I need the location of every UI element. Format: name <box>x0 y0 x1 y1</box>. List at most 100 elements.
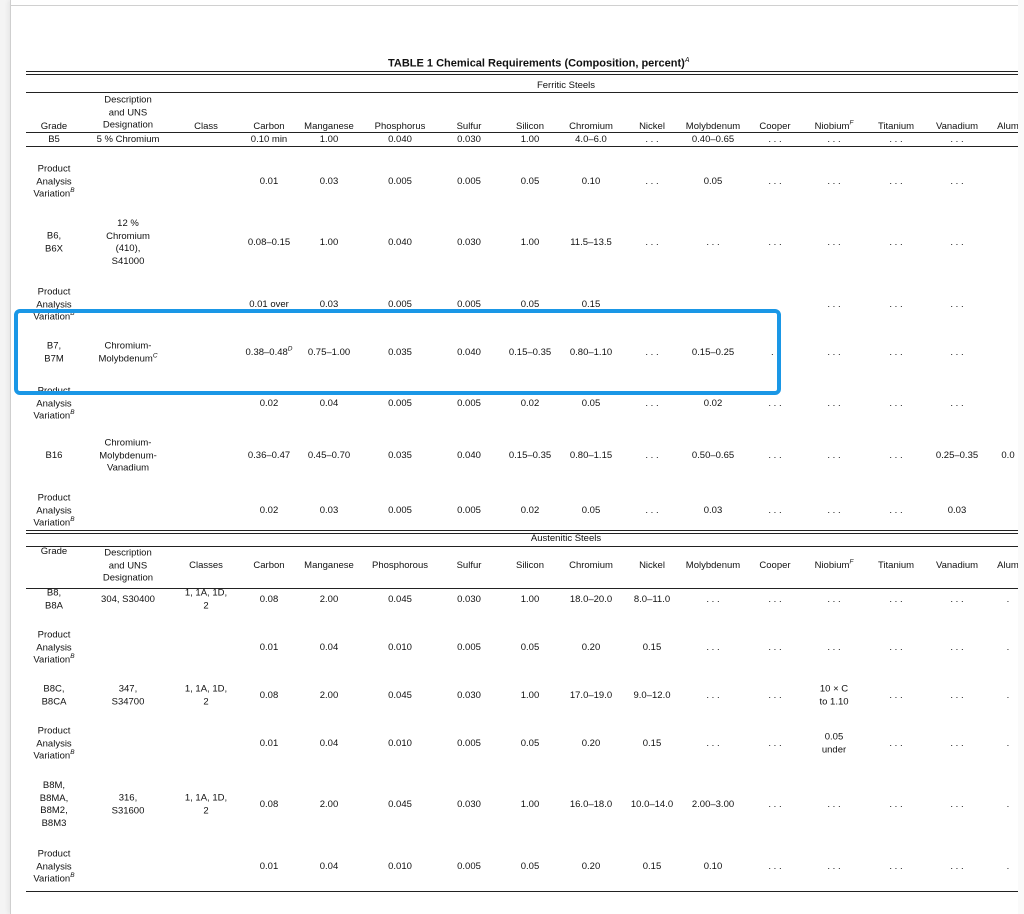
row-11-niobium: 0.05 under <box>822 732 846 757</box>
row-0-carbon-text: 0.10 min <box>250 133 288 145</box>
austenitic-header-rule <box>26 588 1024 589</box>
row-1-grade-text: Product Analysis Variation <box>33 163 72 200</box>
row-13-cooper: . . . <box>768 861 781 874</box>
row-5-grade-footnote: B <box>70 409 75 417</box>
row-1-molybdenum-text: 0.05 <box>703 175 723 187</box>
row-12-sulfur-text: 0.030 <box>457 798 481 810</box>
row-12-vanadium: . . . <box>950 799 963 812</box>
row-2-carbon-text: 0.08–0.15 <box>247 236 291 248</box>
row-0-description: 5 % Chromium <box>97 134 160 147</box>
row-0-niobium-text: . . . <box>827 133 841 145</box>
row-4-silicon-text: 0.15–0.35 <box>508 346 552 358</box>
row-11-nickel-text: 0.15 <box>642 737 662 749</box>
row-11-titanium: . . . <box>889 738 902 751</box>
row-6-aluminum: 0.0 <box>1001 450 1014 463</box>
row-7-carbon-text: 0.02 <box>259 504 279 516</box>
header-nickel-text: Nickel <box>639 120 665 132</box>
header-description: Description and UNS Designation <box>103 94 153 132</box>
table-title-text: TABLE 1 Chemical Requirements (Compositi… <box>388 57 685 70</box>
row-1-manganese: 0.03 <box>320 176 339 189</box>
aus-header-description-text: Description and UNS Designation <box>102 547 154 584</box>
header-rule <box>26 132 1024 133</box>
row-4-description-text: Chromium- Molybdenum <box>98 340 153 365</box>
row-5-silicon-text: 0.02 <box>520 397 540 409</box>
row-7-manganese: 0.03 <box>320 505 339 518</box>
row-13-phosphorus: 0.010 <box>388 861 412 874</box>
section-rule <box>26 530 1024 532</box>
row-11-aluminum: . <box>1007 738 1010 751</box>
row-11-phosphorus: 0.010 <box>388 738 412 751</box>
header-niobium-footnote: F <box>849 119 854 127</box>
header-description-text: Description and UNS Designation <box>102 94 154 131</box>
aus-header-vanadium: Vanadium <box>936 560 978 573</box>
row-6-titanium-text: . . . <box>889 449 903 461</box>
row-5-cooper: . . . <box>768 398 781 411</box>
row-2-description: 12 % Chromium (410), S41000 <box>106 218 150 268</box>
row-4-titanium: . . . <box>889 347 902 360</box>
aus-header-grade: Grade <box>41 546 67 559</box>
row-7-phosphorus: 0.005 <box>388 505 412 518</box>
row-0-nickel-text: . . . <box>645 133 659 145</box>
row-0-silicon-text: 1.00 <box>520 133 540 145</box>
row-6-carbon: 0.36–0.47 <box>248 450 290 463</box>
row-4-phosphorus-text: 0.035 <box>388 346 412 358</box>
row-6-phosphorus-text: 0.035 <box>388 449 412 461</box>
row-4-chromium: 0.80–1.10 <box>570 347 612 360</box>
row-4-carbon: 0.38–0.48D <box>246 346 293 360</box>
row-8-sulfur-text: 0.030 <box>457 593 481 605</box>
row-12-phosphorus: 0.045 <box>388 799 412 812</box>
row-13-niobium-text: . . . <box>827 860 841 872</box>
row-12-molybdenum: 2.00–3.00 <box>692 799 734 812</box>
title-rule-double <box>26 74 1024 76</box>
row-12-titanium: . . . <box>889 799 902 812</box>
row-2-phosphorus: 0.040 <box>388 237 412 250</box>
row-10-phosphorus-text: 0.045 <box>388 689 412 701</box>
row-7-silicon-text: 0.02 <box>520 504 540 516</box>
row-12-niobium: . . . <box>827 799 840 812</box>
row-4-description-footnote: C <box>152 351 158 359</box>
header-vanadium-text: Vanadium <box>935 120 979 132</box>
row-4-nickel: . . . <box>645 347 658 360</box>
row-11-grade: Product Analysis VariationB <box>33 725 74 763</box>
body-top-rule <box>26 146 1024 147</box>
row-13-manganese: 0.04 <box>320 861 339 874</box>
row-4-sulfur: 0.040 <box>457 347 481 360</box>
row-1-cooper: . . . <box>768 176 781 189</box>
row-1-grade: Product Analysis VariationB <box>33 163 74 201</box>
row-13-carbon-text: 0.01 <box>259 860 279 872</box>
row-12-description-text: 316, S31600 <box>111 792 145 817</box>
row-12-titanium-text: . . . <box>889 798 903 810</box>
row-5-carbon-text: 0.02 <box>259 397 279 409</box>
row-0-phosphorus-text: 0.040 <box>388 133 412 145</box>
aus-header-silicon: Silicon <box>516 560 544 573</box>
aus-header-nickel: Nickel <box>639 560 665 573</box>
row-8-nickel-text: 8.0–11.0 <box>633 593 671 605</box>
row-2-nickel-text: . . . <box>645 236 659 248</box>
row-4-titanium-text: . . . <box>889 346 903 358</box>
row-6-sulfur: 0.040 <box>457 450 481 463</box>
row-0-carbon: 0.10 min <box>251 134 287 147</box>
row-2-niobium: . . . <box>827 237 840 250</box>
row-10-titanium: . . . <box>889 690 902 703</box>
row-13-chromium: 0.20 <box>582 861 601 874</box>
row-10-chromium: 17.0–19.0 <box>570 690 612 703</box>
row-11-grade-footnote: B <box>70 749 75 757</box>
row-8-phosphorus-text: 0.045 <box>388 593 412 605</box>
row-2-carbon: 0.08–0.15 <box>248 237 290 250</box>
row-9-phosphorus: 0.010 <box>388 642 412 655</box>
row-11-molybdenum: . . . <box>706 738 719 751</box>
row-2-titanium-text: . . . <box>889 236 903 248</box>
row-8-carbon: 0.08 <box>260 594 279 607</box>
row-6-cooper: . . . <box>768 450 781 463</box>
scrollbar[interactable] <box>1018 0 1024 914</box>
row-7-silicon: 0.02 <box>521 505 540 518</box>
row-9-silicon-text: 0.05 <box>520 641 540 653</box>
row-7-molybdenum-text: 0.03 <box>703 504 723 516</box>
section-austenitic: Austenitic Steels <box>531 533 601 546</box>
row-2-molybdenum-text: . . . <box>706 236 720 248</box>
row-1-phosphorus: 0.005 <box>388 176 412 189</box>
aus-header-phosphorus-text: Phosphorous <box>372 559 428 571</box>
row-4-vanadium: . . . <box>950 347 963 360</box>
row-0-vanadium: . . . <box>950 134 963 147</box>
row-13-grade: Product Analysis VariationB <box>33 848 74 886</box>
